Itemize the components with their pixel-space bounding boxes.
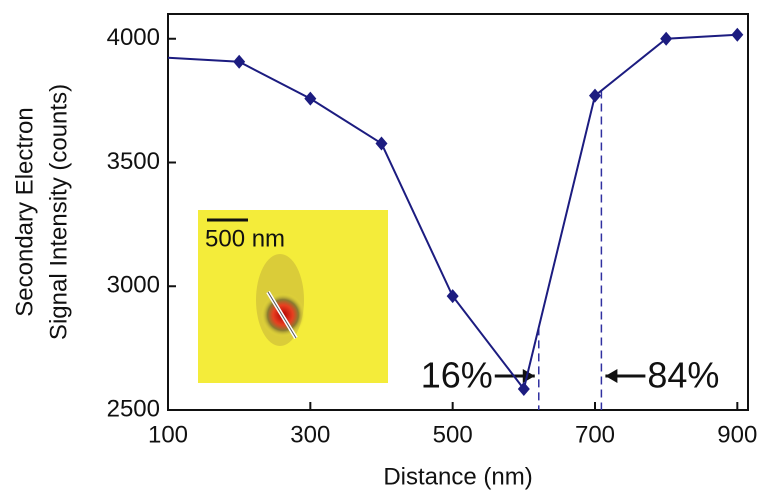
marker <box>233 54 246 69</box>
y-tick-label: 2500 <box>107 395 160 422</box>
x-tick-label: 900 <box>717 421 757 448</box>
annotation: 16% <box>421 355 493 396</box>
plot-frame <box>167 13 749 411</box>
x-tick-label: 500 <box>433 421 473 448</box>
x-tick-label: 300 <box>290 421 330 448</box>
y-tick-label: 3500 <box>107 148 160 175</box>
y-tick-label: 4000 <box>107 24 160 51</box>
annotation: 84% <box>647 355 719 396</box>
marker <box>375 136 388 151</box>
marker <box>517 381 530 396</box>
x-tick-label: 100 <box>148 421 188 448</box>
scale-label: 500 nm <box>205 225 285 252</box>
marker <box>446 289 459 304</box>
inset-image: 500 nm <box>198 210 388 383</box>
marker <box>304 91 317 106</box>
y-axis-label: Signal Intensity (counts) <box>45 84 72 340</box>
x-tick-label: 700 <box>575 421 615 448</box>
x-axis-label: Distance (nm) <box>383 463 532 490</box>
y-axis-label: Secondary Electron <box>11 107 38 316</box>
marker <box>660 31 673 46</box>
marker <box>731 27 744 42</box>
marker <box>588 88 601 103</box>
arrow-head <box>605 369 618 383</box>
y-tick-label: 3000 <box>107 272 160 299</box>
